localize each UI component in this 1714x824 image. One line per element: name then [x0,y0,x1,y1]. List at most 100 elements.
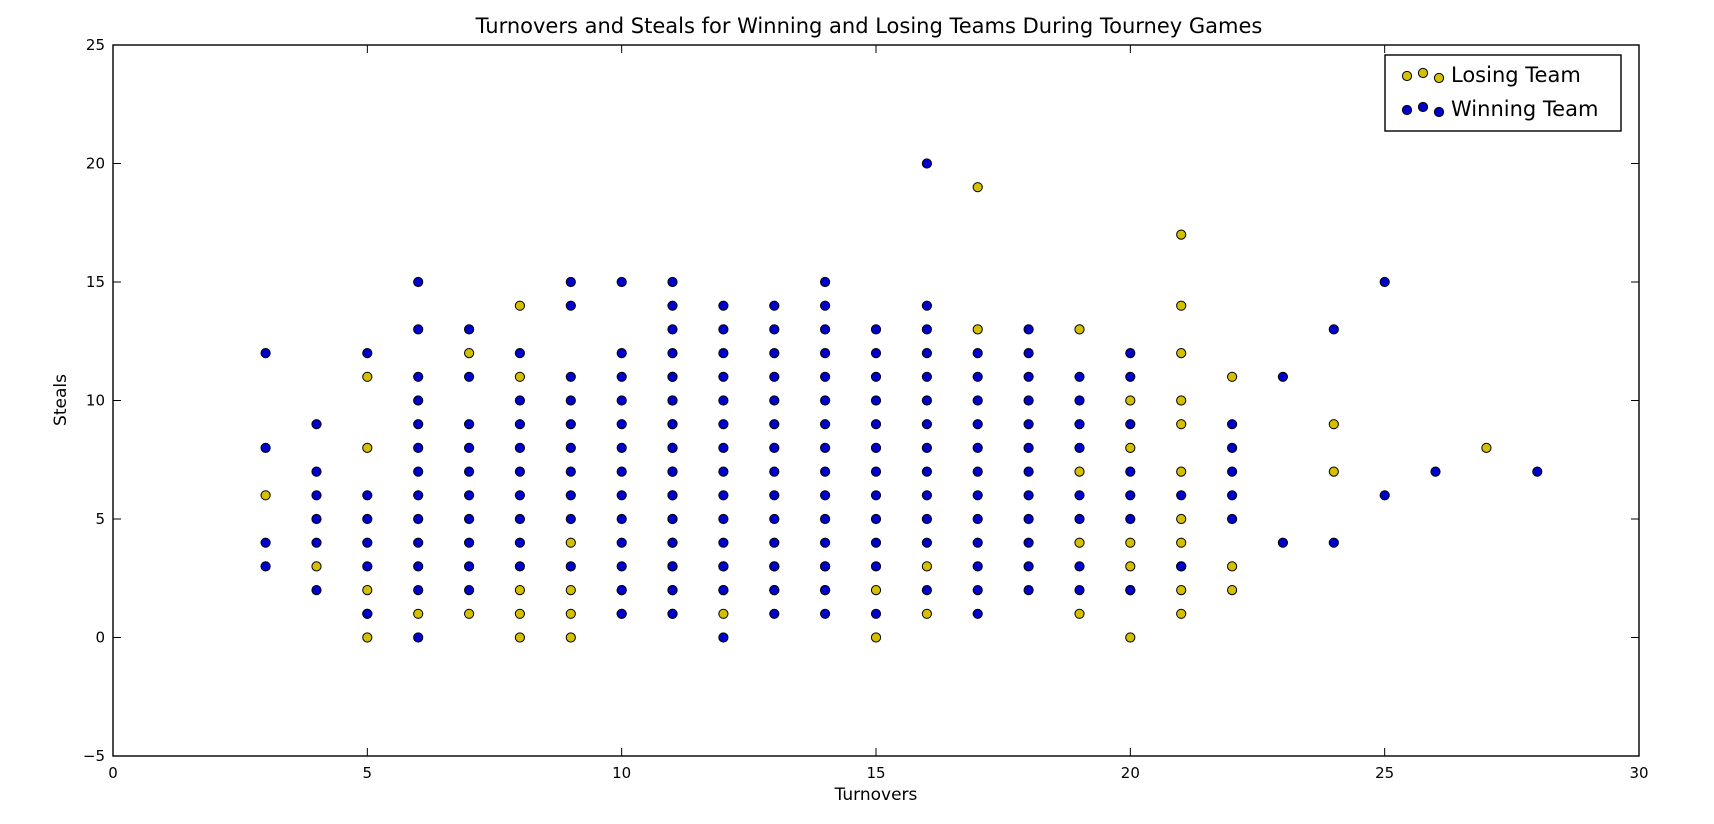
point-winning-team [820,513,831,525]
point-winning-team [921,442,933,453]
point-winning-team [464,466,475,477]
point-winning-team [565,442,576,453]
point-losing-team [565,632,576,643]
point-winning-team [1227,490,1238,501]
point-losing-team [1125,561,1136,572]
point-winning-team [1023,466,1034,477]
point-winning-team [514,490,526,501]
point-losing-team [1176,585,1187,596]
point-winning-team [1074,513,1085,525]
point-losing-team [514,608,526,619]
point-winning-team [1023,419,1034,430]
point-losing-team [464,608,475,619]
point-winning-team [514,561,526,572]
point-winning-team [514,348,526,359]
point-winning-team [972,395,983,406]
point-losing-team [1176,348,1187,359]
point-winning-team [413,537,424,548]
point-winning-team [362,348,373,359]
point-winning-team [718,300,729,311]
point-winning-team [413,324,424,335]
legend-dot [1433,106,1445,118]
point-winning-team [1074,490,1085,501]
point-winning-team [311,537,322,548]
point-winning-team [870,490,882,501]
point-winning-team [464,490,475,501]
point-winning-team [413,395,424,406]
point-winning-team [1125,490,1136,501]
x-axis-title: Turnovers [834,785,918,805]
point-winning-team [921,371,933,382]
point-winning-team [718,585,729,596]
point-winning-team [413,371,424,382]
point-winning-team [972,419,983,430]
point-winning-team [718,419,729,430]
point-winning-team [1074,585,1085,596]
point-winning-team [718,466,729,477]
x-tick-label: 5 [363,764,373,782]
point-winning-team [769,490,780,501]
point-winning-team [769,466,780,477]
plot-area-frame [112,44,1640,757]
point-winning-team [921,158,933,169]
point-winning-team [870,608,882,619]
point-winning-team [820,466,831,477]
point-losing-team [1328,419,1339,430]
point-losing-team [565,585,576,596]
point-winning-team [1023,371,1034,382]
point-losing-team [464,348,475,359]
point-winning-team [667,348,678,359]
point-winning-team [921,419,933,430]
point-winning-team [1379,490,1390,501]
point-losing-team [870,585,882,596]
point-winning-team [667,513,678,525]
point-winning-team [820,490,831,501]
point-winning-team [820,608,831,619]
point-losing-team [1125,632,1136,643]
x-tick-label: 25 [1375,764,1394,782]
point-winning-team [565,395,576,406]
point-losing-team [362,371,373,382]
point-winning-team [1023,348,1034,359]
point-winning-team [1176,490,1187,501]
y-tick-label: −5 [83,747,105,765]
point-losing-team [1328,466,1339,477]
point-winning-team [616,490,627,501]
point-winning-team [565,466,576,477]
point-winning-team [667,324,678,335]
point-winning-team [718,371,729,382]
point-winning-team [413,466,424,477]
point-winning-team [667,371,678,382]
point-winning-team [362,490,373,501]
point-losing-team [311,561,322,572]
point-losing-team [1074,466,1085,477]
point-winning-team [514,537,526,548]
point-winning-team [311,419,322,430]
point-winning-team [769,585,780,596]
point-winning-team [667,395,678,406]
point-winning-team [616,395,627,406]
point-winning-team [769,442,780,453]
point-losing-team [1227,371,1238,382]
point-winning-team [413,632,424,643]
point-winning-team [667,466,678,477]
point-winning-team [870,466,882,477]
point-winning-team [1023,537,1034,548]
point-winning-team [820,324,831,335]
point-winning-team [565,371,576,382]
point-winning-team [514,466,526,477]
point-winning-team [1125,513,1136,525]
point-winning-team [260,442,271,453]
point-winning-team [820,395,831,406]
point-winning-team [820,300,831,311]
point-winning-team [1125,466,1136,477]
point-losing-team [565,608,576,619]
point-winning-team [870,371,882,382]
point-winning-team [1023,324,1034,335]
point-winning-team [667,608,678,619]
y-tick-label: 5 [95,510,105,528]
point-winning-team [1023,585,1034,596]
point-winning-team [565,513,576,525]
point-winning-team [820,442,831,453]
